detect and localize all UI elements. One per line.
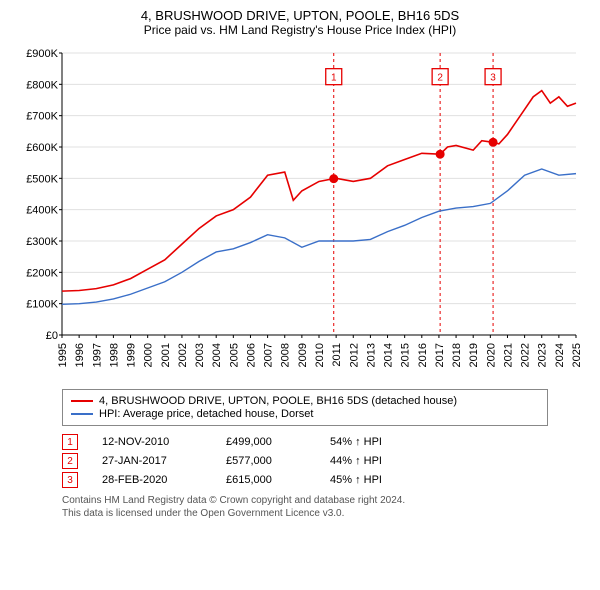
svg-text:2001: 2001 [160, 343, 172, 367]
svg-text:£900K: £900K [26, 48, 58, 60]
footer-line1: Contains HM Land Registry data © Crown c… [62, 494, 548, 507]
footer-line2: This data is licensed under the Open Gov… [62, 507, 548, 520]
legend-label: 4, BRUSHWOOD DRIVE, UPTON, POOLE, BH16 5… [99, 395, 457, 407]
svg-text:2023: 2023 [537, 343, 549, 367]
sales-marker: 2 [62, 453, 78, 469]
svg-text:2019: 2019 [468, 343, 480, 367]
svg-text:£200K: £200K [26, 267, 58, 279]
svg-text:£800K: £800K [26, 79, 58, 91]
svg-text:2005: 2005 [228, 343, 240, 367]
footer: Contains HM Land Registry data © Crown c… [62, 494, 548, 520]
sales-price: £615,000 [226, 474, 306, 486]
svg-text:£0: £0 [46, 330, 58, 342]
chart-subtitle: Price paid vs. HM Land Registry's House … [12, 23, 588, 37]
svg-text:2: 2 [437, 73, 443, 84]
svg-text:2006: 2006 [245, 343, 257, 367]
svg-text:£300K: £300K [26, 236, 58, 248]
legend-label: HPI: Average price, detached house, Dors… [99, 408, 313, 420]
sales-pct: 44% ↑ HPI [330, 455, 430, 467]
svg-text:1: 1 [331, 73, 337, 84]
svg-text:£600K: £600K [26, 142, 58, 154]
chart-area: £0 £100K £200K £300K £400K £500K £600K £700K £80… [12, 43, 588, 383]
svg-text:2013: 2013 [365, 343, 377, 367]
legend-row: 4, BRUSHWOOD DRIVE, UPTON, POOLE, BH16 5… [71, 395, 539, 407]
chart-svg: £0 £100K £200K £300K £400K £500K £600K £700K £80… [12, 43, 588, 383]
sales-row: 2 27-JAN-2017 £577,000 44% ↑ HPI [62, 453, 548, 469]
svg-text:2015: 2015 [400, 343, 412, 367]
svg-text:2002: 2002 [177, 343, 189, 367]
sales-pct: 54% ↑ HPI [330, 436, 430, 448]
svg-text:2007: 2007 [263, 343, 275, 367]
sales-date: 28-FEB-2020 [102, 474, 202, 486]
svg-text:2020: 2020 [485, 343, 497, 367]
svg-text:2009: 2009 [297, 343, 309, 367]
sales-row: 1 12-NOV-2010 £499,000 54% ↑ HPI [62, 434, 548, 450]
svg-text:1997: 1997 [91, 343, 103, 367]
sales-price: £577,000 [226, 455, 306, 467]
svg-text:2014: 2014 [383, 343, 395, 367]
svg-text:2025: 2025 [571, 343, 583, 367]
sales-date: 12-NOV-2010 [102, 436, 202, 448]
svg-text:3: 3 [490, 73, 496, 84]
svg-text:2004: 2004 [211, 343, 223, 367]
svg-text:2018: 2018 [451, 343, 463, 367]
svg-text:2016: 2016 [417, 343, 429, 367]
svg-text:£500K: £500K [26, 173, 58, 185]
chart-title: 4, BRUSHWOOD DRIVE, UPTON, POOLE, BH16 5… [12, 8, 588, 23]
svg-text:1995: 1995 [57, 343, 69, 367]
legend-swatch [71, 400, 93, 402]
sales-price: £499,000 [226, 436, 306, 448]
sales-pct: 45% ↑ HPI [330, 474, 430, 486]
sales-date: 27-JAN-2017 [102, 455, 202, 467]
svg-text:2010: 2010 [314, 343, 326, 367]
svg-text:2008: 2008 [280, 343, 292, 367]
svg-text:2003: 2003 [194, 343, 206, 367]
svg-text:2024: 2024 [554, 343, 566, 367]
legend: 4, BRUSHWOOD DRIVE, UPTON, POOLE, BH16 5… [62, 389, 548, 426]
svg-text:1998: 1998 [108, 343, 120, 367]
svg-text:2011: 2011 [331, 343, 343, 367]
sales-row: 3 28-FEB-2020 £615,000 45% ↑ HPI [62, 472, 548, 488]
svg-text:1999: 1999 [126, 343, 138, 367]
svg-text:2000: 2000 [143, 343, 155, 367]
svg-text:£700K: £700K [26, 111, 58, 123]
svg-text:2021: 2021 [502, 343, 514, 367]
svg-text:£100K: £100K [26, 299, 58, 311]
svg-text:£400K: £400K [26, 205, 58, 217]
sales-marker: 3 [62, 472, 78, 488]
svg-text:2022: 2022 [520, 343, 532, 367]
sales-table: 1 12-NOV-2010 £499,000 54% ↑ HPI 2 27-JAN-201… [62, 434, 548, 488]
sales-marker: 1 [62, 434, 78, 450]
legend-row: HPI: Average price, detached house, Dors… [71, 408, 539, 420]
svg-text:1996: 1996 [74, 343, 86, 367]
svg-text:2012: 2012 [348, 343, 360, 367]
svg-text:2017: 2017 [434, 343, 446, 367]
legend-swatch [71, 413, 93, 415]
